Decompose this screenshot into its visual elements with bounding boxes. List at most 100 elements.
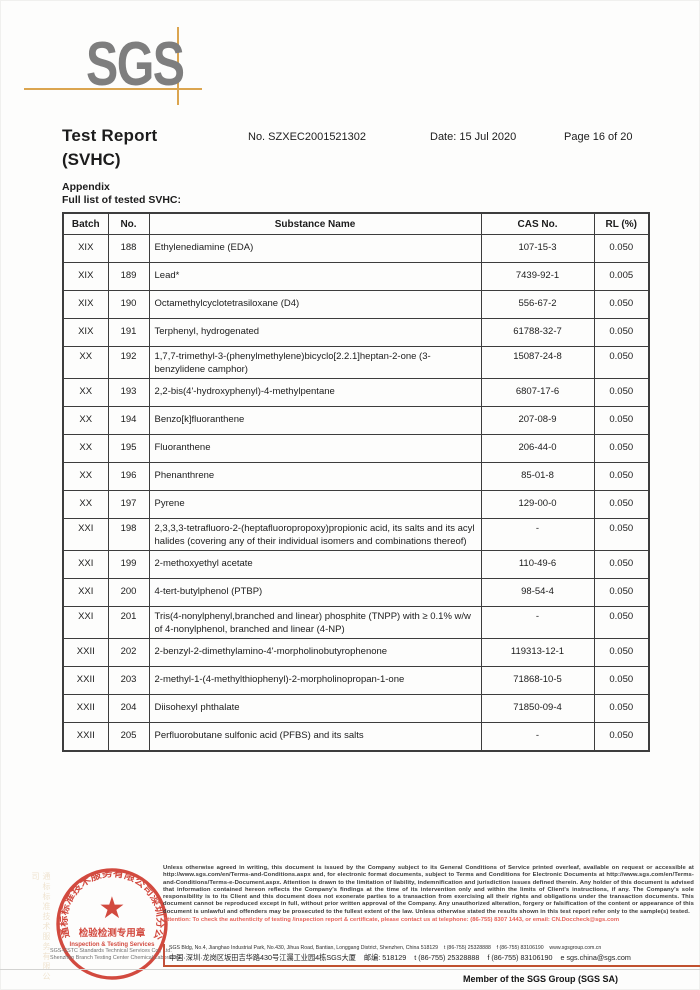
substance-cell: Lead*	[148, 262, 482, 291]
cas-cell: 98-54-4	[480, 578, 595, 607]
cas-cell: 7439-92-1	[480, 262, 595, 291]
footer-legal-block: Unless otherwise agreed in writing, this…	[163, 865, 694, 924]
table-row: XXI 200 4-tert-butylphenol (PTBP) 98-54-4 0.…	[62, 578, 650, 607]
table-row: XXII 203 2-methyl-1-(4-methylthiophenyl)-2…	[62, 666, 650, 695]
no-cell: 197	[107, 490, 150, 519]
rl-cell: 0.050	[593, 638, 650, 667]
report-date: Date: 15 Jul 2020	[430, 131, 517, 143]
table-row: XXI 198 2,3,3,3-tetrafluoro-2-(heptafluoro…	[62, 518, 650, 551]
disclaimer-text: Unless otherwise agreed in writing, this…	[163, 865, 694, 915]
batch-cell: XXII	[62, 638, 109, 667]
company-name-block: SGS-CSTC Standards Technical Services Co…	[50, 948, 182, 962]
stamp-line1: 检验检测专用章	[79, 927, 146, 939]
address-block: SGS Bldg, No.4, Jianghao Industrial Park…	[163, 944, 700, 967]
no-cell: 194	[107, 406, 150, 435]
sgs-logo: SGS	[86, 30, 185, 99]
substance-cell: Tris(4-nonylphenyl,branched and linear) …	[148, 606, 482, 639]
rl-cell: 0.050	[593, 462, 650, 491]
cas-cell: 6807-17-6	[480, 378, 595, 407]
column-header-4: RL (%)	[593, 212, 650, 235]
cas-cell: 129-00-0	[480, 490, 595, 519]
table-row: XX 197 Pyrene 129-00-0 0.050	[62, 490, 650, 519]
bottom-divider	[0, 969, 700, 970]
batch-cell: XXI	[62, 578, 109, 607]
batch-cell: XXI	[62, 550, 109, 579]
rl-cell: 0.050	[593, 434, 650, 463]
no-cell: 192	[107, 346, 150, 379]
substance-cell: Phenanthrene	[148, 462, 482, 491]
batch-cell: XXI	[62, 606, 109, 639]
full-list-label: Full list of tested SVHC:	[62, 194, 182, 206]
cas-cell: 206-44-0	[480, 434, 595, 463]
no-cell: 190	[107, 290, 150, 319]
rl-cell: 0.005	[593, 262, 650, 291]
table-row: XIX 191 Terphenyl, hydrogenated 61788-32-7 0…	[62, 318, 650, 347]
table-row: XIX 190 Octamethylcyclotetrasiloxane (D4) 5…	[62, 290, 650, 319]
batch-cell: XX	[62, 346, 109, 379]
substance-cell: 2,3,3,3-tetrafluoro-2-(heptafluoropropox…	[148, 518, 482, 551]
substance-cell: Diisohexyl phthalate	[148, 694, 482, 723]
column-header-0: Batch	[62, 212, 109, 235]
rl-cell: 0.050	[593, 694, 650, 723]
table-header-row: Batch No. Substance Name CAS No. RL (%)	[62, 212, 650, 235]
table-row: XXII 202 2-benzyl-2-dimethylamino-4'-morph…	[62, 638, 650, 667]
cas-cell: 61788-32-7	[480, 318, 595, 347]
cas-cell: 15087-24-8	[480, 346, 595, 379]
batch-cell: XIX	[62, 234, 109, 263]
substance-cell: 2,2-bis(4'-hydroxyphenyl)-4-methylpentan…	[148, 378, 482, 407]
cas-cell: 110-49-6	[480, 550, 595, 579]
substance-cell: 2-benzyl-2-dimethylamino-4'-morpholinobu…	[148, 638, 482, 667]
member-of-sgs-group: Member of the SGS Group (SGS SA)	[463, 974, 619, 984]
cas-cell: 119313-12-1	[480, 638, 595, 667]
no-cell: 196	[107, 462, 150, 491]
company-line-1: SGS-CSTC Standards Technical Services Co…	[50, 948, 172, 954]
logo-horizontal-line	[24, 88, 202, 90]
substance-cell: Perfluorobutane sulfonic acid (PFBS) and…	[148, 722, 482, 751]
batch-cell: XX	[62, 378, 109, 407]
table-row: XXII 204 Diisohexyl phthalate 71850-09-4 0.0…	[62, 694, 650, 723]
report-page-info: Page 16 of 20	[564, 131, 633, 143]
cas-cell: 71868-10-5	[480, 666, 595, 695]
table-row: XXII 205 Perfluorobutane sulfonic acid (PF…	[62, 722, 650, 751]
column-header-2: Substance Name	[148, 212, 482, 235]
rl-cell: 0.050	[593, 378, 650, 407]
substance-cell: Octamethylcyclotetrasiloxane (D4)	[148, 290, 482, 319]
table-row: XX 196 Phenanthrene 85-01-8 0.050	[62, 462, 650, 491]
table-row: XX 195 Fluoranthene 206-44-0 0.050	[62, 434, 650, 463]
stamp-star-icon: ★	[99, 892, 126, 925]
table-row: XIX 188 Ethylenediamine (EDA) 107-15-3 0.050	[62, 234, 650, 263]
rl-cell: 0.050	[593, 722, 650, 751]
rl-cell: 0.050	[593, 490, 650, 519]
address-chinese: 中国·深圳·龙岗区坂田吉华路430号江灟工业园4栋SGS大厦 邮编: 51812…	[169, 953, 631, 962]
no-cell: 204	[107, 694, 150, 723]
substance-cell: Pyrene	[148, 490, 482, 519]
substance-cell: Terphenyl, hydrogenated	[148, 318, 482, 347]
report-number: No. SZXEC2001521302	[248, 131, 367, 143]
substance-cell: 4-tert-butylphenol (PTBP)	[148, 578, 482, 607]
logo-vertical-line	[177, 27, 179, 105]
table-row: XXI 199 2-methoxyethyl acetate 110-49-6 0.05…	[62, 550, 650, 579]
table-row: XX 193 2,2-bis(4'-hydroxyphenyl)-4-methylp…	[62, 378, 650, 407]
table-row: XX 194 Benzo[k]fluoranthene 207-08-9 0.050	[62, 406, 650, 435]
column-header-1: No.	[107, 212, 150, 235]
no-cell: 205	[107, 722, 150, 751]
no-cell: 195	[107, 434, 150, 463]
inspection-stamp: 通标标准技术服务有限公司深圳分公司 ★ 检验检测专用章 Inspection &…	[52, 864, 168, 980]
no-cell: 201	[107, 606, 150, 639]
cas-cell: 85-01-8	[480, 462, 595, 491]
cas-cell: 556-67-2	[480, 290, 595, 319]
cas-cell: 107-15-3	[480, 234, 595, 263]
table-row: XXI 201 Tris(4-nonylphenyl,branched and li…	[62, 606, 650, 639]
batch-cell: XX	[62, 406, 109, 435]
attention-text: Attention: To check the authenticity of …	[163, 916, 620, 923]
no-cell: 200	[107, 578, 150, 607]
no-cell: 193	[107, 378, 150, 407]
cas-cell: -	[480, 518, 595, 551]
cas-cell: -	[480, 606, 595, 639]
substance-cell: 1,7,7-trimethyl-3-(phenylmethylene)bicyc…	[148, 346, 482, 379]
faint-vertical-watermark: 通标标准技术服务有限公司	[31, 872, 51, 982]
substance-cell: Ethylenediamine (EDA)	[148, 234, 482, 263]
stamp-line2: Inspection & Testing Services	[70, 942, 156, 948]
no-cell: 199	[107, 550, 150, 579]
rl-cell: 0.050	[593, 406, 650, 435]
